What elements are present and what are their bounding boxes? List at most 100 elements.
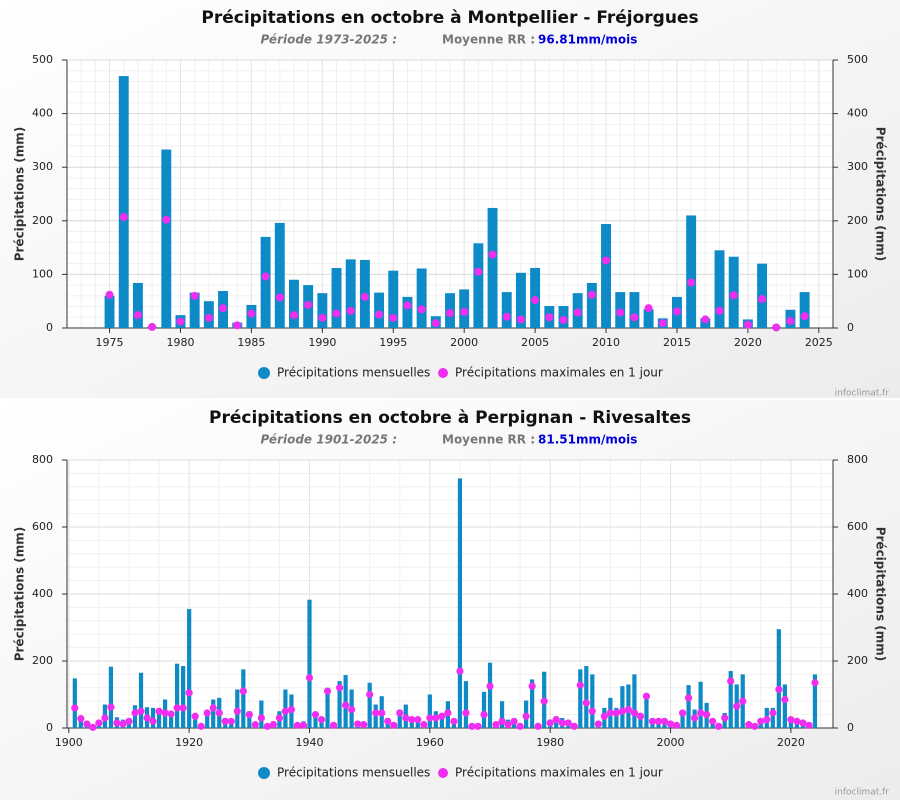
dot (805, 721, 813, 729)
y2-tick-label: 200 (847, 654, 868, 667)
dot (77, 715, 85, 723)
dot (775, 685, 783, 694)
y2-tick-label: 600 (847, 520, 868, 533)
dot (417, 305, 426, 314)
dot (251, 721, 259, 729)
bar (714, 250, 725, 328)
bar (584, 666, 589, 728)
dot (360, 721, 368, 729)
bar (138, 672, 144, 728)
bar (487, 207, 498, 328)
dot (624, 705, 633, 714)
dot (133, 311, 142, 320)
dot (432, 714, 440, 722)
bar (578, 669, 583, 728)
x-tick-label: 2005 (521, 336, 549, 349)
dot (137, 707, 145, 715)
dot (703, 711, 711, 719)
dot (510, 717, 518, 725)
dot (462, 709, 470, 717)
dot (161, 709, 169, 717)
bar (247, 711, 252, 728)
y-tick-label: 400 (32, 107, 53, 120)
bar (530, 679, 535, 728)
bar (728, 671, 733, 728)
dot (531, 296, 540, 305)
bar (388, 270, 399, 328)
dot (660, 717, 669, 725)
legend-label: Précipitations maximales en 1 jour (455, 366, 663, 380)
dot (672, 721, 681, 729)
y2-tick-label: 200 (847, 214, 868, 227)
dot (332, 309, 341, 318)
dot (630, 709, 639, 717)
dot (215, 709, 223, 717)
dot (289, 311, 298, 320)
bar (331, 267, 342, 328)
mean-value: 96.81mm/mois (538, 33, 637, 47)
y2-tick-label: 100 (847, 267, 868, 280)
legend-label: Précipitations mensuelles (277, 366, 430, 380)
y-tick-label: 600 (32, 520, 53, 533)
dot (733, 702, 741, 710)
bar (590, 674, 595, 728)
dot (616, 308, 625, 317)
dot (348, 705, 356, 714)
dot (366, 690, 374, 699)
dot (162, 215, 171, 224)
dot (636, 712, 645, 720)
dot (582, 699, 590, 707)
bar (288, 279, 299, 328)
x-tick-label: 2000 (450, 336, 478, 349)
dot (480, 711, 488, 719)
dot (729, 291, 738, 300)
y-tick-label: 500 (32, 53, 53, 66)
dot (570, 722, 578, 730)
dot (573, 308, 582, 317)
dot (456, 667, 464, 675)
dot (648, 717, 657, 725)
y2-tick-label: 0 (847, 721, 854, 734)
dot (600, 712, 608, 720)
mean-label: Moyenne RR : (442, 433, 535, 447)
dot (403, 301, 412, 310)
dot (642, 692, 651, 700)
dot (83, 720, 91, 728)
bar (168, 711, 174, 728)
bar (629, 292, 640, 328)
bar (211, 699, 216, 728)
dot (71, 704, 79, 712)
dot (185, 689, 193, 697)
dot (721, 714, 729, 722)
bar (782, 684, 787, 728)
period: Période 1973-2025 : (260, 33, 397, 47)
x-tick-label: 2020 (734, 336, 762, 349)
x-tick-label: 1960 (416, 736, 444, 749)
dot (149, 717, 157, 725)
bar (698, 681, 703, 728)
bar (132, 282, 143, 328)
dot (545, 313, 554, 322)
dot (709, 717, 717, 725)
dot (528, 682, 536, 690)
bar (487, 662, 493, 728)
bar (181, 666, 186, 728)
legend-swatch (258, 767, 270, 779)
dot (658, 319, 667, 328)
dot (799, 719, 807, 727)
dot (378, 709, 386, 717)
dot (396, 709, 404, 717)
x-tick-label: 1995 (379, 336, 407, 349)
x-tick-label: 2020 (777, 736, 805, 749)
dot (772, 323, 781, 332)
dot (697, 709, 705, 717)
y2-tick-label: 800 (847, 453, 868, 466)
x-tick-label: 1900 (55, 736, 83, 749)
bar (515, 272, 526, 328)
dot (786, 317, 795, 326)
y-tick-label: 400 (32, 587, 53, 600)
y2-axis-label: Précipitations (mm) (874, 527, 888, 662)
dot (263, 722, 271, 730)
dot (113, 719, 121, 727)
dot (715, 306, 724, 315)
